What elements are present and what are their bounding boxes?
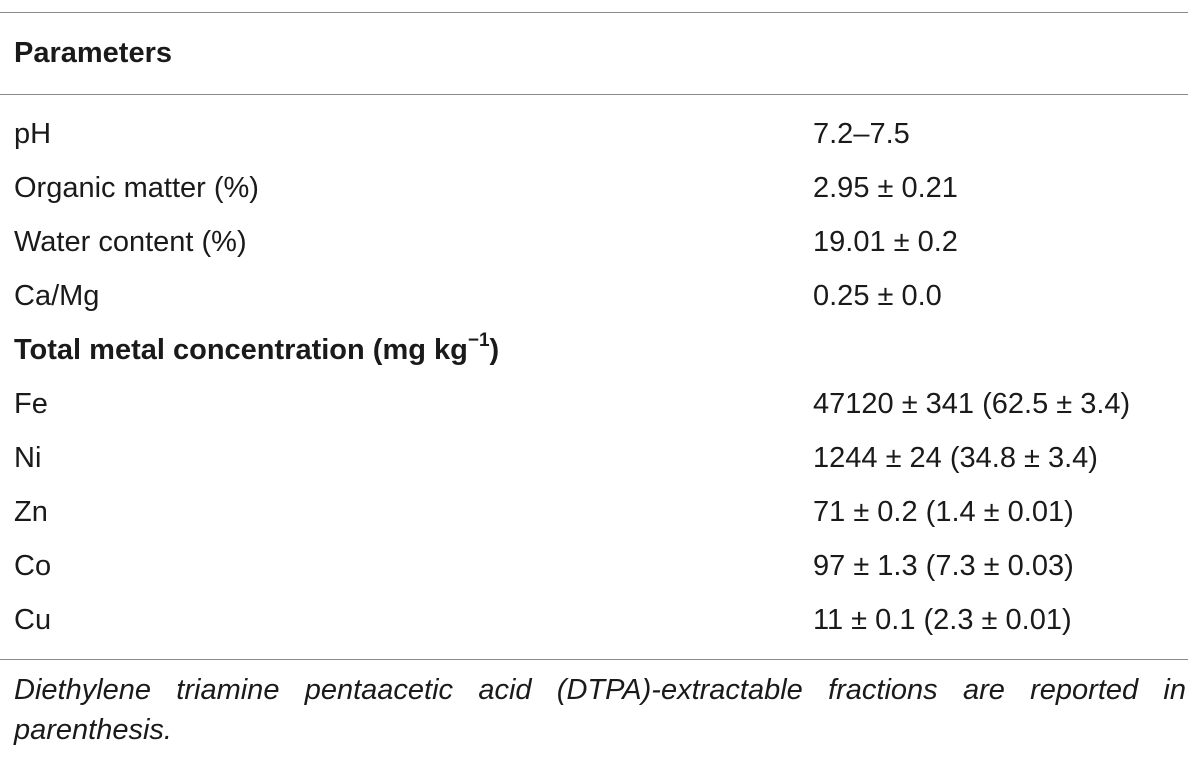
section-header-row: Total metal concentration (mg kg−1): [0, 323, 1188, 377]
parameter-name: Water content (%): [14, 226, 247, 258]
metal-name: Cu: [14, 604, 52, 636]
table-row: Fe 47120 ± 341 (62.5 ± 3.4): [0, 377, 1188, 431]
section-header-total-metal: Total metal concentration (mg kg−1): [14, 323, 499, 377]
metal-name: Fe: [14, 388, 48, 420]
table-row: Cu 11 ± 0.1 (2.3 ± 0.01): [0, 593, 1188, 647]
parameter-value: 2.95 ± 0.21: [813, 172, 958, 204]
table-row: Organic matter (%) 2.95 ± 0.21: [0, 161, 1188, 215]
section-header-close: ): [489, 334, 500, 366]
table-footnote: Diethylene triamine pentaacetic acid (DT…: [14, 674, 1186, 746]
metal-value: 97 ± 1.3 (7.3 ± 0.03): [813, 550, 1074, 582]
parameter-name: Ca/Mg: [14, 280, 100, 312]
table-row: Ca/Mg 0.25 ± 0.0: [0, 269, 1188, 323]
metal-value: 1244 ± 24 (34.8 ± 3.4): [813, 442, 1098, 474]
header-rule: [0, 94, 1188, 95]
parameter-value: 19.01 ± 0.2: [813, 226, 958, 258]
parameter-value: 7.2–7.5: [813, 118, 910, 150]
metal-value: 11 ± 0.1 (2.3 ± 0.01): [813, 604, 1072, 636]
metal-name: Ni: [14, 442, 42, 474]
parameter-name: Organic matter (%): [14, 172, 259, 204]
parameter-value: 0.25 ± 0.0: [813, 280, 942, 312]
parameter-name: pH: [14, 118, 52, 150]
metal-name: Co: [14, 550, 52, 582]
unit-superscript: −1: [467, 330, 490, 352]
table-top-rule: [0, 12, 1188, 13]
metal-value: 47120 ± 341 (62.5 ± 3.4): [813, 388, 1131, 420]
column-header-parameters: Parameters: [14, 37, 172, 69]
table-row: Ni 1244 ± 24 (34.8 ± 3.4): [0, 431, 1188, 485]
metal-value: 71 ± 0.2 (1.4 ± 0.01): [813, 496, 1074, 528]
table-row: Water content (%) 19.01 ± 0.2: [0, 215, 1188, 269]
table-body: pH 7.2–7.5 Organic matter (%) 2.95 ± 0.2…: [0, 107, 1188, 647]
table-row: pH 7.2–7.5: [0, 107, 1188, 161]
table-bottom-rule: [0, 659, 1188, 660]
metal-name: Zn: [14, 496, 48, 528]
table-row: Co 97 ± 1.3 (7.3 ± 0.03): [0, 539, 1188, 593]
section-header-label: Total metal concentration (mg kg: [14, 334, 468, 366]
table-row: Zn 71 ± 0.2 (1.4 ± 0.01): [0, 485, 1188, 539]
